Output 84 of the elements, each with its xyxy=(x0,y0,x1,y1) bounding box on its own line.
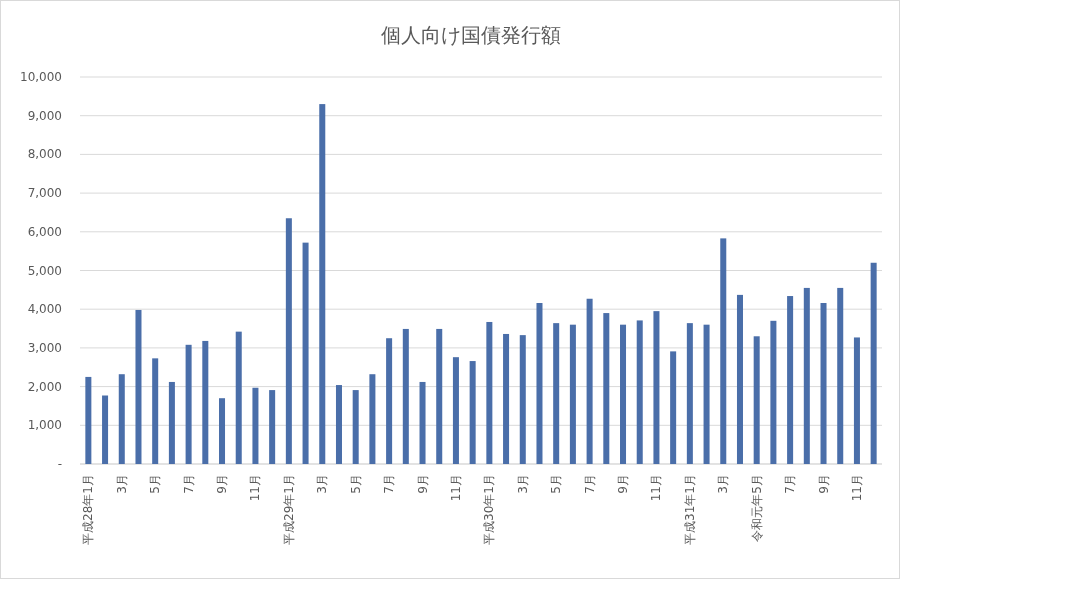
bar xyxy=(586,298,593,464)
bar xyxy=(486,321,493,464)
bar xyxy=(820,303,827,464)
y-tick-label: 8,000 xyxy=(27,147,62,162)
bar xyxy=(452,357,459,464)
bar xyxy=(285,218,292,464)
bar xyxy=(703,324,710,464)
bar xyxy=(853,337,860,464)
x-tick-label: 令和元年5月 xyxy=(749,474,764,542)
bar xyxy=(519,335,526,464)
bar xyxy=(269,390,276,464)
bar xyxy=(720,238,727,464)
x-tick-label: 3月 xyxy=(515,474,530,494)
y-tick-label: 5,000 xyxy=(27,263,62,278)
bar xyxy=(202,340,209,464)
x-tick-label: 3月 xyxy=(716,474,731,494)
x-tick-label: 7月 xyxy=(181,474,196,494)
x-tick-label: 9月 xyxy=(816,474,831,494)
bar xyxy=(469,361,476,464)
bar xyxy=(152,358,159,464)
y-tick-label: - xyxy=(57,457,62,471)
bar xyxy=(335,385,342,464)
x-tick-label: 11月 xyxy=(849,474,864,502)
bar xyxy=(686,323,693,464)
bar xyxy=(369,374,376,464)
x-tick-label: 9月 xyxy=(215,474,230,494)
x-tick-label: 9月 xyxy=(415,474,430,494)
x-tick-label: 5月 xyxy=(549,474,564,494)
y-tick-label: 6,000 xyxy=(27,224,62,239)
bar xyxy=(319,104,326,464)
bar xyxy=(352,390,359,464)
x-tick-label: 平成30年1月 xyxy=(482,474,497,545)
x-tick-label: 平成29年1月 xyxy=(281,474,296,545)
bar xyxy=(85,376,92,464)
bar xyxy=(620,324,627,464)
bar xyxy=(118,374,125,464)
x-tick-label: 7月 xyxy=(582,474,597,494)
x-tick-label: 3月 xyxy=(315,474,330,494)
bar xyxy=(436,328,443,464)
x-tick-label: 7月 xyxy=(783,474,798,494)
bar xyxy=(536,303,543,464)
y-tick-label: 1,000 xyxy=(27,418,62,433)
bar xyxy=(770,320,777,464)
bar xyxy=(653,311,660,464)
y-tick-label: 10,000 xyxy=(20,70,62,84)
bar xyxy=(302,242,309,464)
bar xyxy=(803,287,810,464)
bar xyxy=(102,395,109,464)
bar xyxy=(603,313,610,464)
bar xyxy=(402,328,409,464)
bar xyxy=(837,287,844,464)
y-tick-label: 3,000 xyxy=(27,340,62,355)
bar xyxy=(503,333,510,464)
bar xyxy=(736,294,743,464)
bar xyxy=(753,336,760,464)
bar xyxy=(569,324,576,464)
x-tick-label: 3月 xyxy=(114,474,129,494)
y-tick-label: 9,000 xyxy=(27,108,62,123)
y-tick-label: 2,000 xyxy=(27,379,62,394)
bar xyxy=(787,296,794,464)
bar xyxy=(670,351,677,464)
y-tick-label: 7,000 xyxy=(27,186,62,201)
bar xyxy=(419,381,426,464)
x-tick-label: 11月 xyxy=(248,474,263,502)
bar xyxy=(553,323,560,464)
bar xyxy=(870,262,877,464)
x-tick-label: 7月 xyxy=(382,474,397,494)
bar xyxy=(636,320,643,464)
bar xyxy=(386,338,393,464)
x-tick-label: 11月 xyxy=(448,474,463,502)
y-tick-label: 4,000 xyxy=(27,302,62,317)
bar xyxy=(235,331,242,464)
bar xyxy=(219,398,226,464)
x-tick-label: 9月 xyxy=(616,474,631,494)
bar xyxy=(185,344,192,464)
x-tick-label: 平成31年1月 xyxy=(682,474,697,545)
chart-title: 個人向け国債発行額 xyxy=(381,23,561,47)
x-tick-label: 5月 xyxy=(148,474,163,494)
bar xyxy=(135,309,142,464)
x-tick-label: 5月 xyxy=(348,474,363,494)
x-tick-label: 平成28年1月 xyxy=(81,474,96,545)
x-tick-label: 11月 xyxy=(649,474,664,502)
bar xyxy=(168,381,175,464)
bar xyxy=(252,387,259,464)
